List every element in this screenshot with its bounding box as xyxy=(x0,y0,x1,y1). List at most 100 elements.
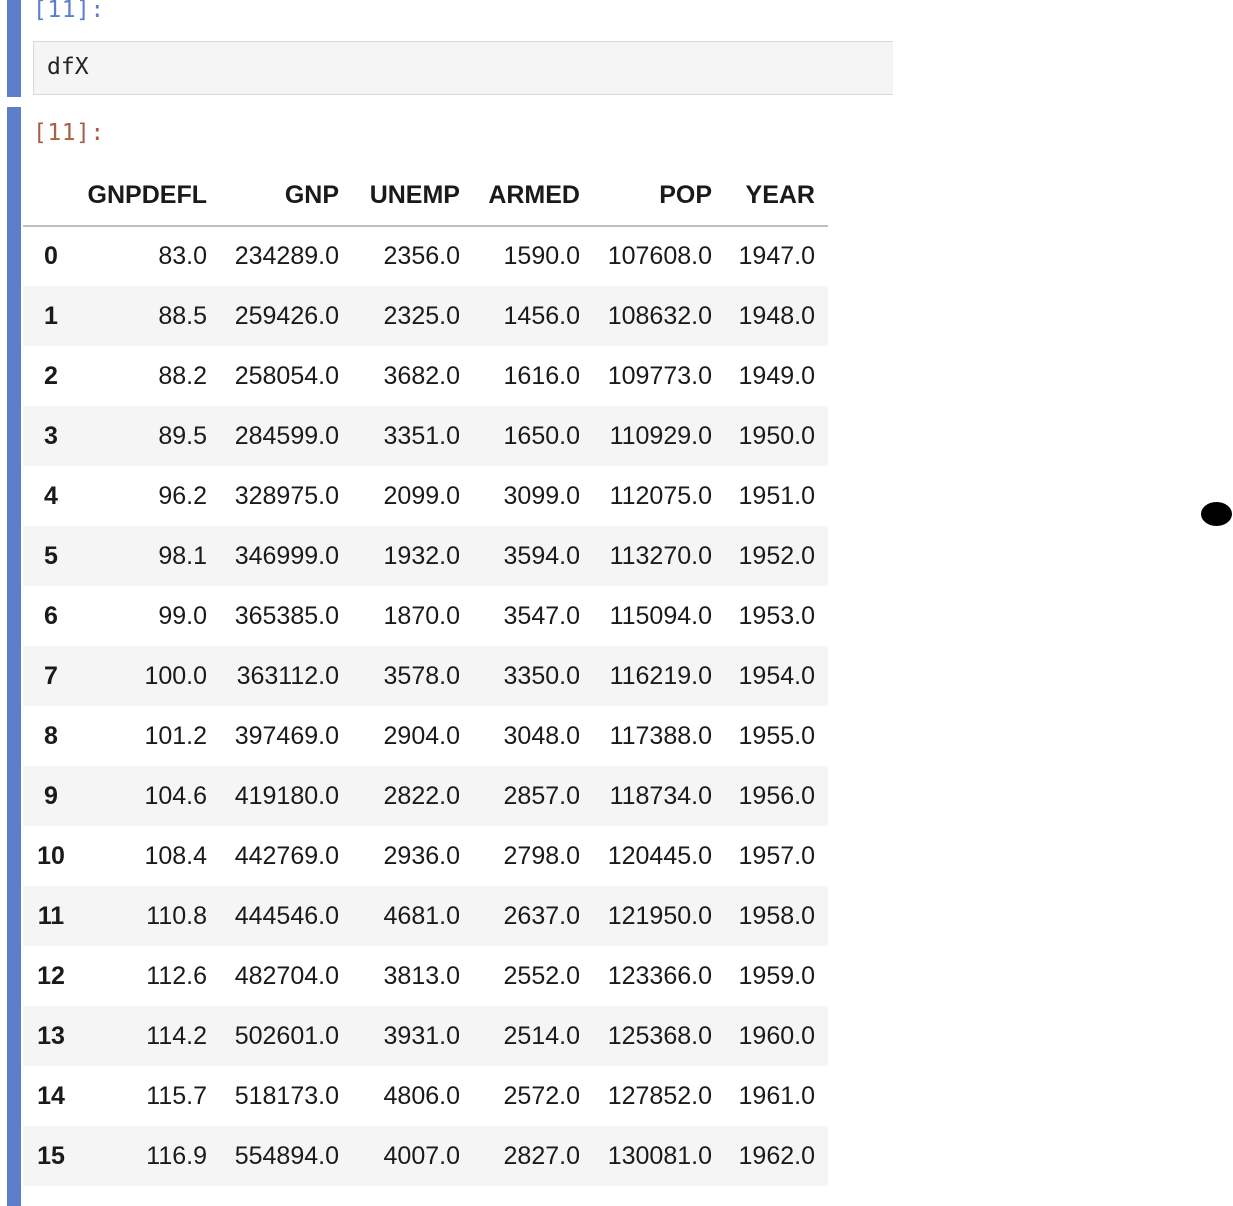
table-cell: 397469.0 xyxy=(234,721,339,750)
table-cell: 2822.0 xyxy=(383,781,460,810)
table-cell: 365385.0 xyxy=(234,601,339,630)
table-cell: 118734.0 xyxy=(609,781,712,810)
column-header: GNPDEFL xyxy=(79,166,220,227)
input-cell-selection-bar[interactable] xyxy=(7,0,21,97)
table-cell: 1616.0 xyxy=(503,361,580,390)
table-cell: 346999.0 xyxy=(234,541,339,570)
table-cell: 3813.0 xyxy=(383,961,460,990)
table-cell: 1962.0 xyxy=(738,1141,815,1170)
index-header xyxy=(23,166,79,227)
row-index: 5 xyxy=(44,541,58,570)
table-cell: 259426.0 xyxy=(234,301,339,330)
row-index: 9 xyxy=(44,781,58,810)
table-cell: 444546.0 xyxy=(234,901,339,930)
column-header: GNP xyxy=(220,166,352,227)
table-cell: 2637.0 xyxy=(503,901,580,930)
table-cell: 2514.0 xyxy=(503,1021,580,1050)
table-cell: 88.5 xyxy=(158,301,207,330)
table-cell: 101.2 xyxy=(144,721,207,750)
table-cell: 98.1 xyxy=(158,541,207,570)
table-cell: 1959.0 xyxy=(738,961,815,990)
table-cell: 2356.0 xyxy=(383,242,460,270)
table-cell: 116219.0 xyxy=(609,661,712,690)
table-cell: 1950.0 xyxy=(738,421,815,450)
table-cell: 110929.0 xyxy=(609,421,712,450)
table-cell: 1456.0 xyxy=(503,301,580,330)
table-cell: 104.6 xyxy=(144,781,207,810)
dataframe-table: GNPDEFL GNP UNEMP ARMED POP YEAR 0 83.0 23… xyxy=(23,166,828,1186)
table-cell: 4806.0 xyxy=(383,1081,460,1110)
table-row: 1 88.5 259426.0 2325.0 1456.0 108632.0 1948.0 xyxy=(23,286,828,346)
table-cell: 112.6 xyxy=(146,961,207,990)
table-cell: 125368.0 xyxy=(607,1021,712,1050)
row-index: 13 xyxy=(37,1021,65,1050)
table-row: 11 110.8 444546.0 4681.0 2637.0 121950.0 1958.… xyxy=(23,886,828,946)
code-input-area[interactable]: dfX xyxy=(33,41,893,95)
table-cell: 502601.0 xyxy=(234,1021,339,1050)
table-cell: 1951.0 xyxy=(738,481,815,510)
output-cell-selection-bar[interactable] xyxy=(7,107,21,1206)
column-header: POP xyxy=(593,166,725,227)
table-cell: 2325.0 xyxy=(383,301,460,330)
table-cell: 2552.0 xyxy=(503,961,580,990)
row-index: 4 xyxy=(44,481,58,510)
table-cell: 554894.0 xyxy=(234,1141,339,1170)
table-cell: 3351.0 xyxy=(383,421,460,450)
table-cell: 234289.0 xyxy=(234,242,339,270)
table-cell: 3099.0 xyxy=(503,481,580,510)
row-index: 3 xyxy=(44,421,58,450)
table-cell: 96.2 xyxy=(158,481,207,510)
table-cell: 99.0 xyxy=(158,601,207,630)
table-cell: 482704.0 xyxy=(234,961,339,990)
table-cell: 3048.0 xyxy=(503,721,580,750)
table-row: 15 116.9 554894.0 4007.0 2827.0 130081.0 1962.… xyxy=(23,1126,828,1186)
scroll-handle-blob xyxy=(1201,502,1232,526)
table-cell: 108632.0 xyxy=(607,301,712,330)
table-cell: 3682.0 xyxy=(383,361,460,390)
row-index: 0 xyxy=(44,242,58,270)
table-row: 10 108.4 442769.0 2936.0 2798.0 120445.0 1957.… xyxy=(23,826,828,886)
table-row: 0 83.0 234289.0 2356.0 1590.0 107608.0 1947.0 xyxy=(23,226,828,286)
table-cell: 1960.0 xyxy=(738,1021,815,1050)
table-cell: 130081.0 xyxy=(607,1141,712,1170)
table-cell: 2857.0 xyxy=(503,781,580,810)
table-cell: 108.4 xyxy=(144,841,207,870)
table-cell: 328975.0 xyxy=(234,481,339,510)
table-cell: 100.0 xyxy=(144,661,207,690)
table-cell: 4007.0 xyxy=(383,1141,460,1170)
table-cell: 2099.0 xyxy=(383,481,460,510)
table-row: 14 115.7 518173.0 4806.0 2572.0 127852.0 1961.… xyxy=(23,1066,828,1126)
row-index: 8 xyxy=(44,721,58,750)
table-row: 3 89.5 284599.0 3351.0 1650.0 110929.0 1950.0 xyxy=(23,406,828,466)
table-cell: 117388.0 xyxy=(609,721,712,750)
table-cell: 1953.0 xyxy=(738,601,815,630)
table-cell: 284599.0 xyxy=(234,421,339,450)
table-cell: 123366.0 xyxy=(607,961,712,990)
table-cell: 4681.0 xyxy=(383,901,460,930)
table-cell: 1961.0 xyxy=(738,1081,815,1110)
table-header-row: GNPDEFL GNP UNEMP ARMED POP YEAR xyxy=(23,166,828,227)
table-cell: 518173.0 xyxy=(234,1081,339,1110)
input-prompt: [11]: xyxy=(33,0,105,23)
table-cell: 1948.0 xyxy=(738,301,815,330)
table-cell: 121950.0 xyxy=(607,901,712,930)
table-row: 2 88.2 258054.0 3682.0 1616.0 109773.0 1949.0 xyxy=(23,346,828,406)
column-header: UNEMP xyxy=(352,166,473,227)
table-row: 6 99.0 365385.0 1870.0 3547.0 115094.0 1953.0 xyxy=(23,586,828,646)
row-index: 1 xyxy=(44,301,58,330)
table-cell: 1949.0 xyxy=(738,361,815,390)
table-row: 5 98.1 346999.0 1932.0 3594.0 113270.0 1952.0 xyxy=(23,526,828,586)
row-index: 11 xyxy=(37,901,65,930)
table-cell: 116.9 xyxy=(146,1141,207,1170)
table-cell: 1947.0 xyxy=(738,242,815,270)
table-cell: 1954.0 xyxy=(738,661,815,690)
row-index: 10 xyxy=(37,841,65,870)
table-cell: 120445.0 xyxy=(607,841,712,870)
table-cell: 3578.0 xyxy=(383,661,460,690)
table-row: 8 101.2 397469.0 2904.0 3048.0 117388.0 1955.0 xyxy=(23,706,828,766)
code-text: dfX xyxy=(47,54,89,80)
table-cell: 83.0 xyxy=(158,242,207,270)
table-cell: 1870.0 xyxy=(383,601,460,630)
table-cell: 114.2 xyxy=(146,1021,207,1050)
table-cell: 109773.0 xyxy=(607,361,712,390)
